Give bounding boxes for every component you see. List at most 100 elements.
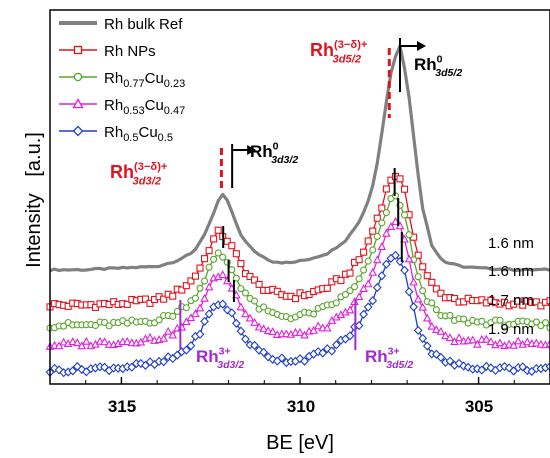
legend-label-rh05cu05: Rh0.5Cu0.5 [104,124,173,144]
data-point-rh0-77cu0-23 [200,277,209,285]
data-point-rh0-5cu0-5 [459,361,468,371]
data-point-rh0-53cu0-47 [254,322,264,331]
data-point-rh0-5cu0-5 [322,344,332,354]
x-ticks [85,377,515,384]
data-point-rh0-5cu0-5 [227,308,237,318]
data-point-rh0-53cu0-47 [345,305,355,314]
data-point-rh0-53cu0-47 [422,313,432,322]
data-point-rh0-77cu0-23 [364,257,372,265]
data-point-rh0-77cu0-23 [105,322,113,330]
data-point-rh0-77cu0-23 [241,289,250,297]
annotation-rh-delta-right: Rh(3−δ)+ 3d5/2 [310,39,368,65]
data-point-rh0-53cu0-47 [295,327,305,336]
data-point-rh-nps [414,251,422,259]
data-point-rh0-5cu0-5 [236,326,246,336]
data-point-rh-nps [369,227,377,235]
data-point-rh-nps [337,277,345,285]
legend-marker-square [73,45,83,55]
data-point-rh0-5cu0-5 [472,364,482,374]
data-point-rh0-77cu0-23 [260,303,268,311]
data-point-rh-nps [237,260,245,268]
data-point-rh0-5cu0-5 [241,334,250,344]
data-point-rh0-5cu0-5 [359,309,368,319]
legend-marker-diamond [72,125,84,137]
data-point-rh0-5cu0-5 [136,358,146,369]
data-point-rh0-5cu0-5 [50,363,59,374]
data-point-rh0-53cu0-47 [372,255,382,264]
data-point-rh0-5cu0-5 [432,349,441,359]
data-point-rh-nps [323,284,331,292]
data-point-rh0-53cu0-47 [77,341,87,350]
data-point-rh-nps [423,272,431,280]
data-point-rh0-53cu0-47 [186,313,196,322]
data-point-rh-nps [91,303,100,311]
data-point-rh0-5cu0-5 [200,316,209,326]
data-point-rh0-77cu0-23 [478,317,486,325]
annotation-rh0-right: Rh0 3d5/2 [414,53,462,79]
data-point-rh0-77cu0-23 [414,273,422,281]
data-point-rh0-53cu0-47 [54,341,64,350]
data-point-rh0-77cu0-23 [237,285,245,293]
data-point-rh0-53cu0-47 [82,336,91,345]
data-point-rh0-53cu0-47 [191,309,200,318]
data-point-rh0-77cu0-23 [214,249,222,257]
data-point-rh0-5cu0-5 [354,320,364,331]
data-point-rh0-53cu0-47 [268,327,278,336]
data-point-rh0-5cu0-5 [72,361,82,372]
data-point-rh0-77cu0-23 [182,304,190,312]
plot-frame [49,9,550,385]
annotation-rh3-right: Rh3+ 3d5/2 [365,345,413,371]
arrowhead-rh0-3d52 [417,41,426,51]
data-point-rh0-77cu0-23 [91,321,100,330]
data-point-rh-nps [123,300,131,308]
data-point-rh0-53cu0-47 [100,337,109,346]
data-point-rh0-53cu0-47 [145,332,155,341]
data-point-rh-nps [214,226,222,234]
data-point-rh-nps [396,175,404,183]
data-point-rh0-77cu0-23 [250,297,259,305]
data-point-rh0-53cu0-47 [322,323,332,332]
data-point-rh0-5cu0-5 [182,345,191,355]
data-point-rh0-77cu0-23 [355,275,363,283]
data-point-rh0-77cu0-23 [310,310,318,318]
data-point-rh-nps [160,295,168,303]
data-point-rh0-53cu0-47 [204,282,214,291]
data-point-rh0-53cu0-47 [450,337,459,346]
data-point-rh0-53cu0-47 [522,337,532,346]
data-point-rh0-77cu0-23 [332,299,340,307]
data-point-rh0-53cu0-47 [241,309,250,318]
data-point-rh0-53cu0-47 [359,284,368,292]
data-point-rh0-53cu0-47 [250,317,259,326]
data-point-rh0-5cu0-5 [413,325,423,335]
data-point-rh0-5cu0-5 [232,318,241,328]
legend-label-rh-bulk-ref: Rh bulk Ref [104,16,183,33]
data-point-rh0-77cu0-23 [373,232,381,240]
data-point-rh-nps [200,255,209,263]
series-rh0-77cu0-23 [46,192,550,332]
data-point-rh0-77cu0-23 [428,299,436,307]
data-point-rh-nps [364,237,372,245]
data-point-rh0-53cu0-47 [163,326,173,335]
size-label-rh05cu05: 1.9 nm [488,321,534,338]
data-point-rh0-77cu0-23 [219,253,227,261]
legend-label-rh053cu047: Rh0.53Cu0.47 [104,97,185,117]
data-point-rh-nps [346,269,354,277]
data-point-rh0-53cu0-47 [195,303,205,312]
data-point-rh-nps [146,299,154,307]
data-point-rh0-5cu0-5 [318,348,328,358]
data-point-rh0-77cu0-23 [432,306,440,314]
data-point-rh-nps [210,235,218,243]
data-point-rh0-53cu0-47 [122,337,132,345]
data-point-rh0-5cu0-5 [504,363,514,373]
data-point-rh0-5cu0-5 [195,329,205,339]
data-point-rh-nps [519,301,527,309]
data-point-rh0-77cu0-23 [155,316,163,324]
data-point-rh0-53cu0-47 [200,293,209,302]
annotation-rh0-left: Rh0 3d3/2 [250,140,298,166]
data-point-rh0-53cu0-47 [182,317,191,326]
data-point-rh0-53cu0-47 [482,334,491,343]
legend-marker-triangle [72,98,84,109]
data-point-rh0-5cu0-5 [372,282,382,293]
data-point-rh-nps [382,185,390,193]
